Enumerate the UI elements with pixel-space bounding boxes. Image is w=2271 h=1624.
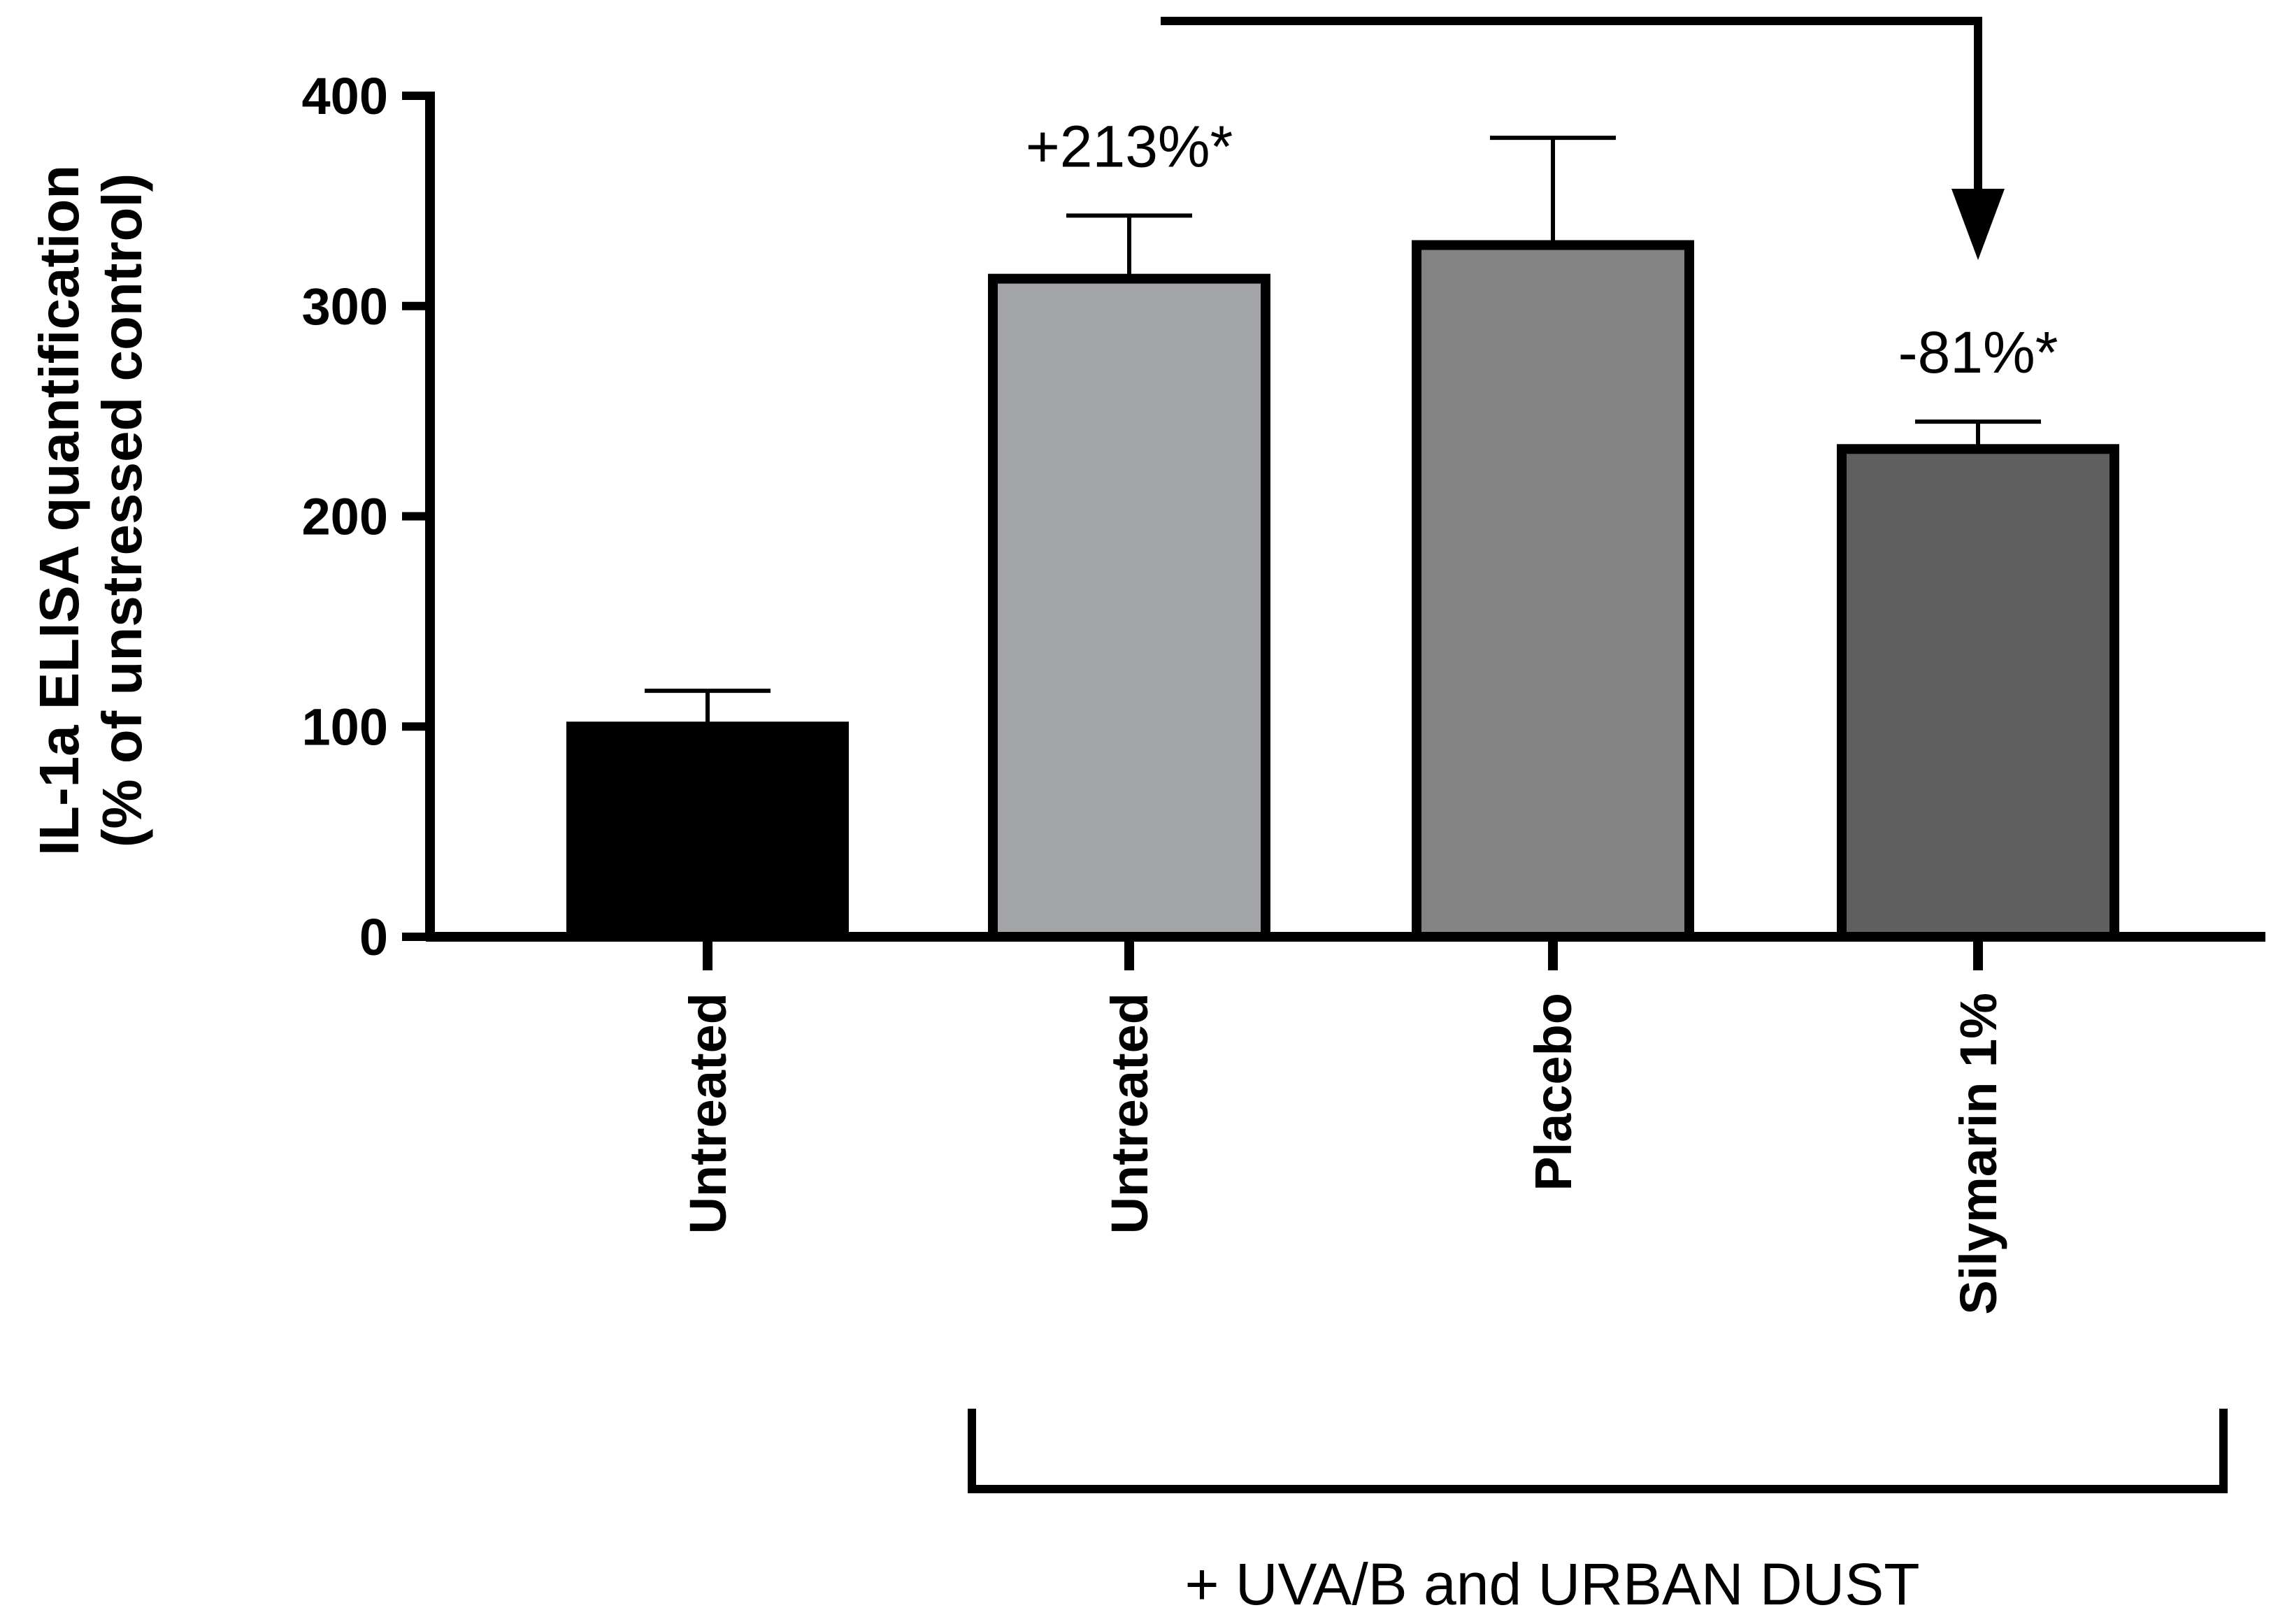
category-label: Untreated <box>679 993 737 1234</box>
group-label: + UVA/B and URBAN DUST <box>1184 1551 1919 1617</box>
comparison-arrow <box>1161 17 2005 260</box>
category-labels: Untreated Untreated Placebo Silymarin 1% <box>679 993 2007 1315</box>
y-tick-label: 0 <box>359 908 388 966</box>
bars <box>566 136 2119 942</box>
bar <box>1837 444 2119 942</box>
y-axis-sublabel: (% of unstressed control) <box>91 173 153 848</box>
group-bracket: + UVA/B and URBAN DUST <box>968 1409 2228 1617</box>
annotations: +213%* -81%* <box>1026 113 2058 385</box>
category-label: Silymarin 1% <box>1949 993 2007 1315</box>
y-tick-label: 400 <box>302 67 388 125</box>
bar <box>1412 240 1694 942</box>
annotation-label: -81%* <box>1898 319 2058 385</box>
category-label: Untreated <box>1101 993 1159 1234</box>
y-tick-label: 100 <box>302 698 388 756</box>
axes <box>425 92 2265 970</box>
y-axis-label: IL-1a ELISA quantification <box>28 165 90 856</box>
bar <box>566 721 849 942</box>
y-axis-ticks: 0 100 200 300 400 <box>302 67 430 966</box>
y-tick-label: 200 <box>302 488 388 546</box>
bar <box>988 273 1270 942</box>
arrow-head <box>1951 189 2005 260</box>
group-bracket-line <box>968 1409 2228 1493</box>
annotation-label: +213%* <box>1026 113 1233 179</box>
arrow-line <box>1161 17 1982 210</box>
category-label: Placebo <box>1524 993 1582 1191</box>
y-tick-label: 300 <box>302 278 388 336</box>
